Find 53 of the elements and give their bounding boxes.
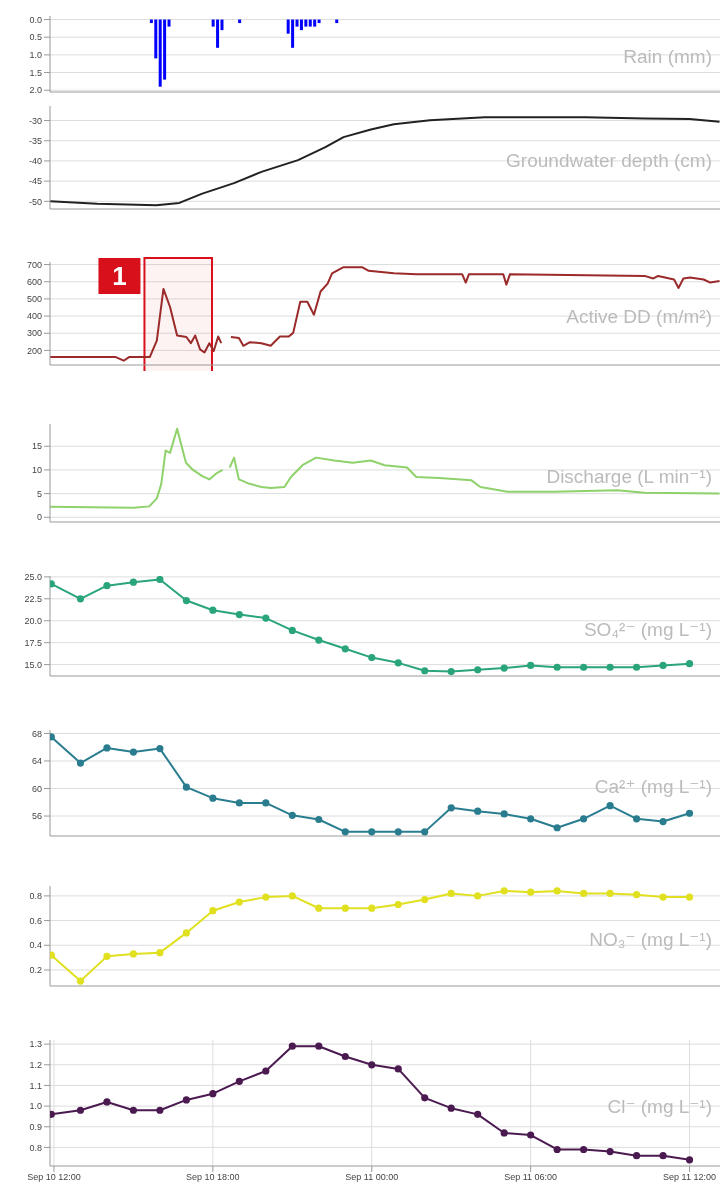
text: Ca²⁺ (mg L⁻¹) [594,775,712,798]
y-tick-label: 64 [31,756,42,767]
y-tick-label: 25.0 [24,572,42,583]
band-label: 1 [112,261,127,291]
y-tick-label: -40 [28,156,42,167]
y-tick-label: 300 [26,328,42,339]
y-tick-label: 0.8 [29,1142,42,1153]
x-tick-label: Sep 11 06:00 [504,1172,558,1183]
y-tick-label: 0.8 [29,891,42,902]
x-tick-label: Sep 11 00:00 [345,1172,399,1183]
y-tick-label: 2.0 [29,85,42,96]
y-tick-label: 1.5 [29,67,42,78]
y-tick-label: 17.5 [24,637,42,648]
y-tick-label: 68 [31,728,42,739]
y-tick-label: 1.3 [29,1039,42,1050]
x-tick-label: Sep 10 18:00 [186,1172,240,1183]
y-tick-label: 0 [36,512,42,523]
y-tick-label: 5 [36,488,42,499]
y-tick-label: 20.0 [24,615,42,626]
text: Discharge (L min⁻¹) [546,465,712,488]
y-tick-label: 0.5 [29,32,42,43]
y-tick-label: 1.2 [29,1059,42,1070]
y-tick-label: 0.0 [29,14,42,25]
y-tick-label: -50 [28,196,42,207]
x-tick-label: Sep 10 12:00 [27,1172,81,1183]
y-tick-label: -45 [28,176,42,187]
text: Groundwater depth (cm) [506,149,712,172]
text: SO₄²⁻ (mg L⁻¹) [583,618,712,641]
text: Cl⁻ (mg L⁻¹) [607,1095,712,1118]
y-tick-label: 500 [26,294,42,305]
y-tick-label: 0.6 [29,915,42,926]
text: Active DD (m/m²) [566,305,712,328]
x-tick-label: Sep 11 12:00 [663,1172,716,1183]
y-tick-label: 200 [26,345,42,356]
y-tick-label: 10 [31,465,42,476]
y-tick-label: 22.5 [24,594,42,604]
y-tick-label: 700 [26,259,42,270]
y-tick-label: 60 [31,783,42,794]
y-tick-label: 15 [31,441,42,452]
y-tick-label: 56 [31,811,42,822]
text: Rain (mm) [623,46,712,68]
y-tick-label: 0.9 [29,1121,42,1132]
y-tick-label: 600 [26,276,42,287]
y-tick-label: -30 [28,115,42,126]
y-tick-label: 400 [26,311,42,322]
y-tick-label: -35 [28,135,42,146]
y-tick-label: 1.1 [29,1080,42,1091]
y-tick-label: 0.4 [29,940,42,951]
y-tick-label: 15.0 [24,659,42,670]
y-tick-label: 0.2 [29,965,42,976]
y-tick-label: 1.0 [29,1101,42,1112]
text: NO₃⁻ (mg L⁻¹) [589,928,712,951]
y-tick-label: 1.0 [29,50,42,61]
